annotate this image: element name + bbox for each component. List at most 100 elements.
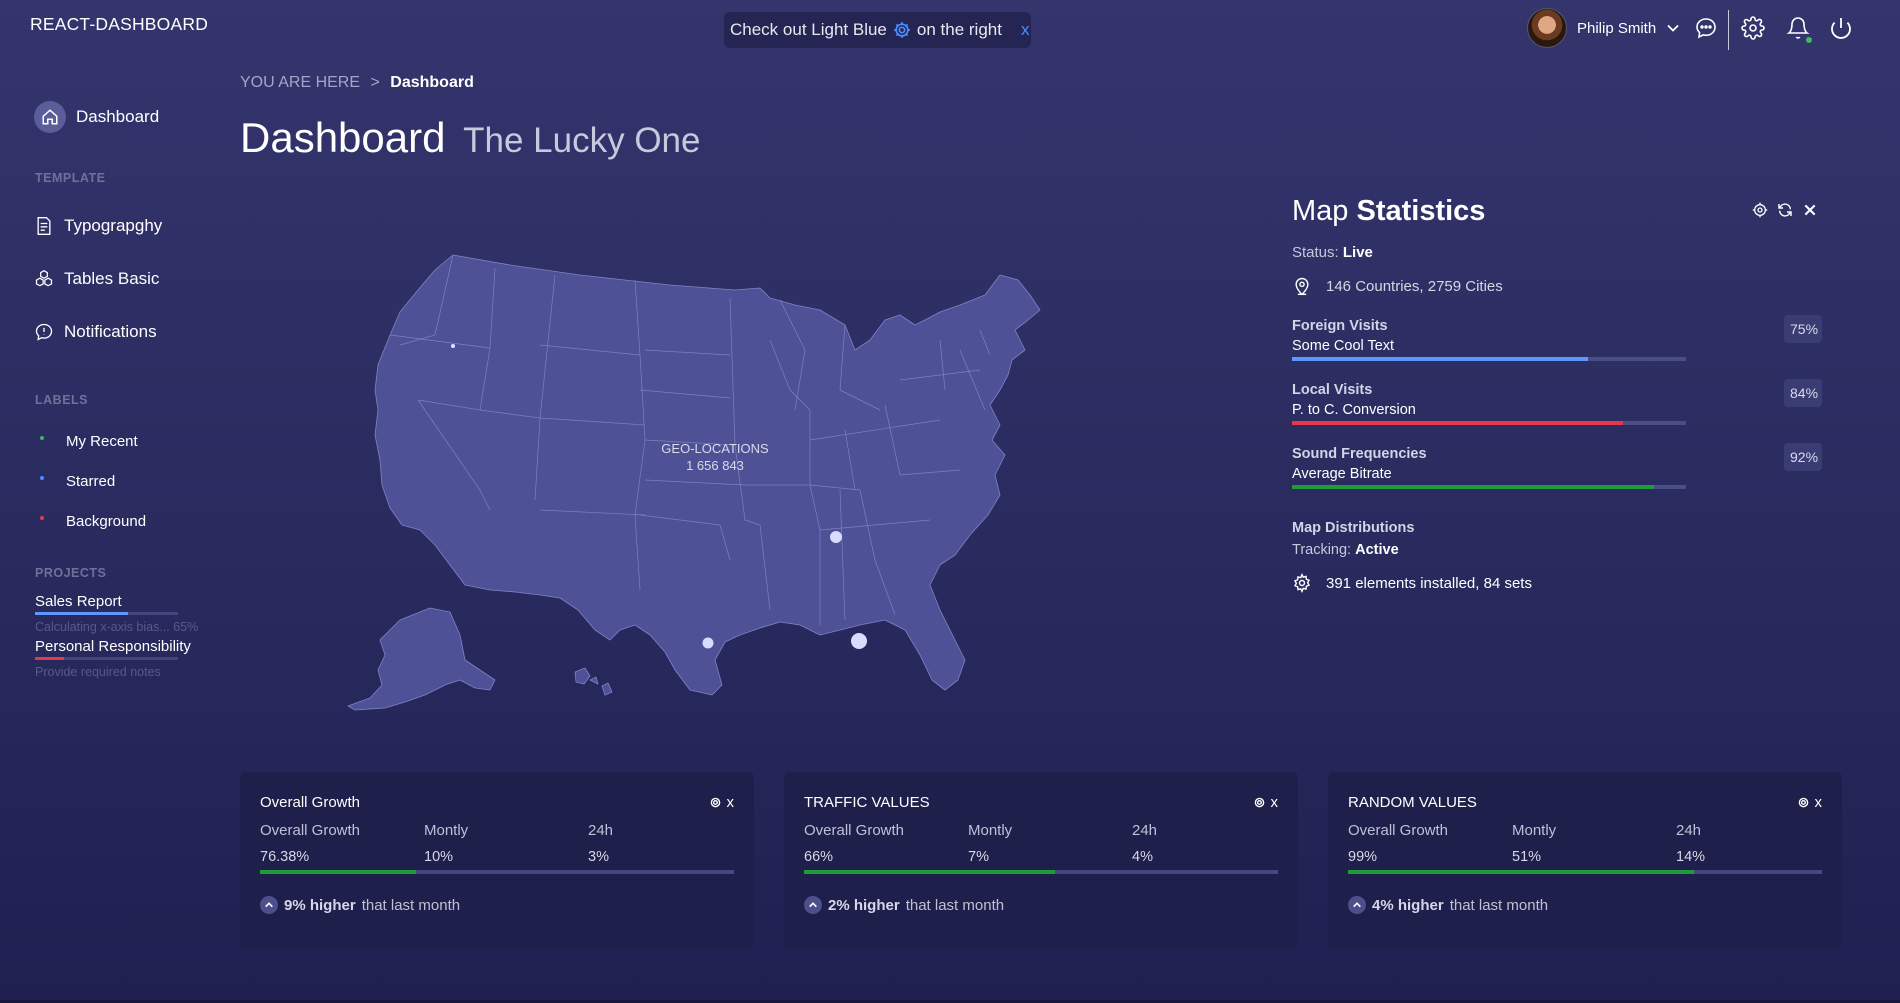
stat-sound-frequencies: Sound Frequencies Average Bitrate [1292,446,1686,489]
stat-progress [1292,485,1686,489]
app-brand[interactable]: REACT-DASHBOARD [30,14,209,34]
project-personal-responsibility[interactable]: Personal Responsibility Provide required… [35,638,191,679]
user-menu[interactable]: Philip Smith [1527,8,1680,48]
map-elements-row: 391 elements installed, 84 sets [1292,573,1532,593]
map-tracking-label: Tracking: [1292,542,1352,558]
column-value: 4% [1132,849,1153,865]
close-icon[interactable] [1802,202,1818,218]
settings-icon[interactable] [1752,202,1768,218]
map-status-label: Status: [1292,244,1339,261]
power-icon[interactable] [1829,16,1853,40]
project-sales-report[interactable]: Sales Report Calculating x-axis bias... … [35,593,198,634]
page-bottom-border [0,1000,1900,1003]
sidebar-label-my-recent[interactable]: My Recent [40,433,138,450]
sidebar-label-text: Background [66,513,147,530]
geo-locations-value: 1 656 843 [686,458,744,473]
column-value: 7% [968,849,989,865]
project-subtitle: Calculating x-axis bias... 65% [35,620,199,634]
alaska-shape[interactable] [347,607,496,711]
breadcrumb: YOU ARE HERE > Dashboard [240,74,474,92]
sidebar-label-starred[interactable]: Starred [40,473,115,490]
refresh-icon[interactable] [1777,202,1793,218]
sidebar-item-label: Dashboard [76,107,160,126]
column-label: Overall Growth [1348,822,1449,839]
notification-dot [1806,37,1812,43]
header-divider [1728,10,1729,50]
stat-percent-badge: 92% [1784,443,1822,471]
avatar[interactable] [1527,8,1567,48]
stat-progress-fill [1292,357,1588,361]
column-label: 24h [1132,822,1158,839]
stat-progress [1292,421,1686,425]
stat-name: Local Visits [1292,382,1373,398]
card-tools: x [710,794,735,811]
breadcrumb-separator: > [370,74,380,91]
settings-icon[interactable] [710,797,721,808]
card-progress-fill [804,870,1056,874]
chevron-up-icon [1348,896,1366,914]
card-footer-highlight: 9% higher [284,896,356,914]
label-dot [40,435,44,440]
map-distributions-title: Map Distributions [1292,520,1415,536]
card-title: RANDOM VALUES [1348,794,1477,811]
sidebar-section-template: TEMPLATE [35,171,106,185]
bell-icon[interactable] [1786,16,1810,40]
card-footer: 2% higher that last month [804,896,1004,914]
sidebar-label-text: Starred [66,473,116,490]
project-progress-fill [35,657,64,660]
card-progress-fill [1348,870,1695,874]
sidebar-label-text: My Recent [66,433,138,450]
chat-bubble-icon [35,323,53,341]
close-icon[interactable]: x [726,794,735,811]
user-name[interactable]: Philip Smith [1577,19,1657,37]
card-progress [804,870,1278,874]
settings-icon[interactable] [1798,797,1809,808]
close-icon[interactable]: x [1814,794,1823,811]
settings-icon[interactable] [1254,797,1265,808]
geo-locations-label: GEO-LOCATIONS 1 656 843 [660,440,770,474]
stat-percent-badge: 84% [1784,379,1822,407]
card-title: Overall Growth [260,794,361,811]
card-tools: x [1254,794,1279,811]
map-marker[interactable] [851,633,867,649]
map-elements-text: 391 elements installed, 84 sets [1326,574,1532,592]
sidebar-item-typography[interactable]: Typograpghy [34,216,162,236]
chevron-down-icon[interactable] [1666,21,1680,35]
card-progress [260,870,734,874]
card-column: Montly 7% [968,822,1132,865]
map-marker[interactable] [702,637,714,649]
stat-name: Foreign Visits [1292,318,1388,334]
sidebar-item-dashboard[interactable]: Dashboard [34,101,159,133]
stat-name: Sound Frequencies [1292,446,1427,462]
project-progress [35,657,178,660]
map-statistics-title-bold: Statistics [1356,195,1486,227]
card-columns: Overall Growth 99% Montly 51% 24h 14% [1348,822,1840,865]
chevron-up-icon [804,896,822,914]
project-progress-fill [35,612,128,615]
card-progress-fill [260,870,417,874]
sidebar-item-label: Typograpghy [64,216,163,235]
label-dot [40,515,44,520]
us-map[interactable] [340,240,1120,720]
us-mainland-shape[interactable] [374,254,1041,696]
chat-icon[interactable] [1694,16,1718,40]
breadcrumb-current[interactable]: Dashboard [390,74,474,91]
column-label: Montly [1512,822,1557,839]
gear-icon [1293,573,1311,593]
map-marker[interactable] [830,531,842,543]
sidebar-item-notifications[interactable]: Notifications [34,322,157,342]
sidebar-section-projects: PROJECTS [35,566,107,580]
sidebar-label-background[interactable]: Background [40,513,146,530]
column-value: 10% [424,849,454,865]
close-icon[interactable]: x [1270,794,1279,811]
card-footer-text: that last month [1449,896,1549,914]
promo-close-button[interactable]: x [1020,20,1030,39]
stat-percent-badge: 75% [1784,315,1822,343]
column-label: Montly [968,822,1013,839]
settings-icon[interactable] [1741,16,1765,40]
card-column: Overall Growth 99% [1348,822,1512,865]
map-tracking-value: Active [1355,542,1399,558]
hawaii-shape[interactable] [574,667,613,696]
sidebar-item-tables-basic[interactable]: Tables Basic [34,269,159,289]
map-marker[interactable] [451,344,455,348]
